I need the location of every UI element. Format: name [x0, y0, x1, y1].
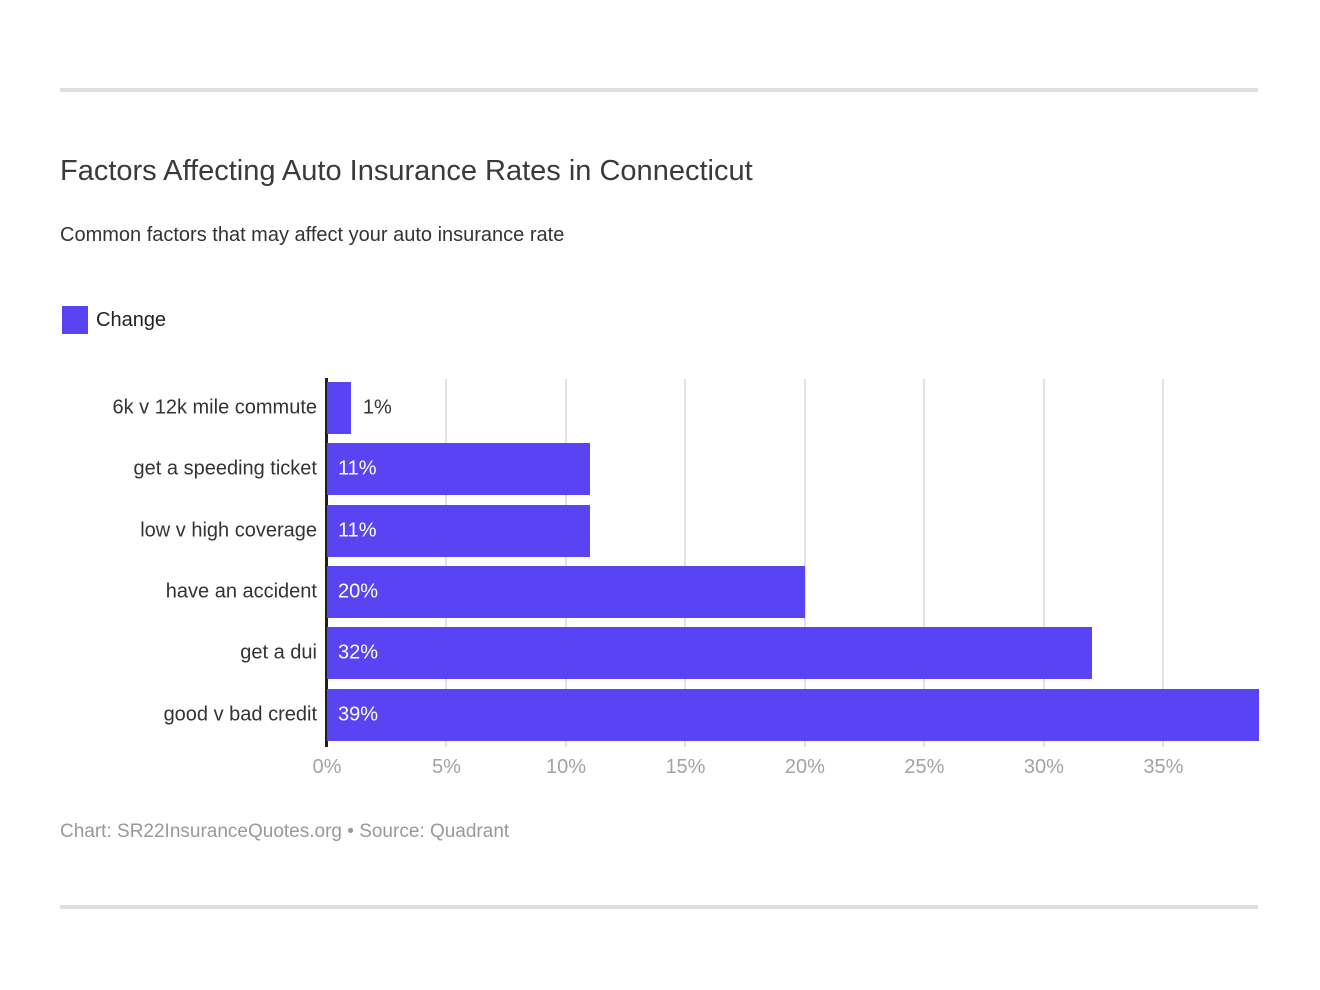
category-label: get a speeding ticket — [133, 457, 317, 480]
gridline — [684, 379, 687, 747]
bar-value-label: 32% — [338, 641, 379, 664]
category-label: have an accident — [165, 580, 317, 603]
bar-value-label: 1% — [362, 396, 392, 419]
gridline — [564, 379, 567, 747]
page-subtitle: Common factors that may affect your auto… — [60, 224, 565, 246]
x-axis-tick-label: 10% — [545, 756, 586, 778]
y-axis-category-labels: 6k v 12k mile commute get a speeding tick… — [60, 379, 317, 747]
category-label: good v bad credit — [163, 703, 317, 726]
gridline — [1162, 379, 1165, 747]
gridline — [923, 379, 926, 747]
zero-axis-line — [325, 378, 328, 747]
plot-area: 1% 11% 11% 20% 32% 39% — [325, 378, 1259, 747]
bar — [327, 443, 590, 496]
bar — [327, 688, 1259, 741]
bar — [327, 627, 1092, 680]
x-axis-tick-label: 25% — [904, 756, 945, 778]
legend: Change — [62, 306, 166, 334]
x-axis-tick-labels: 0% 5% 10% 15% 20% 25% 30% 35% — [313, 756, 1259, 782]
legend-color-swatch — [62, 306, 88, 334]
x-axis-tick-label: 20% — [784, 756, 825, 778]
category-label: get a dui — [240, 641, 317, 664]
gridline — [803, 379, 806, 747]
footer-credit: Chart: SR22InsuranceQuotes.org • Source:… — [60, 821, 510, 842]
gridline — [1042, 379, 1045, 747]
legend-label: Change — [96, 308, 167, 331]
bar — [327, 504, 590, 557]
bar-value-label: 39% — [338, 703, 379, 726]
page-title: Factors Affecting Auto Insurance Rates i… — [60, 155, 753, 187]
category-label: low v high coverage — [140, 519, 317, 542]
x-axis-tick-label: 5% — [432, 756, 461, 778]
gridline — [445, 379, 448, 747]
bottom-divider — [60, 905, 1258, 909]
bar-value-label: 11% — [338, 457, 377, 480]
x-axis-tick-label: 30% — [1023, 756, 1064, 778]
top-divider — [60, 88, 1258, 92]
bar-value-label: 11% — [338, 519, 377, 542]
bar — [327, 566, 805, 618]
x-axis-tick-label: 0% — [312, 756, 342, 778]
category-label: 6k v 12k mile commute — [112, 396, 317, 419]
bar — [327, 382, 351, 434]
bar-value-label: 20% — [338, 580, 379, 603]
x-axis-tick-label: 15% — [665, 756, 706, 778]
x-axis-tick-label: 35% — [1143, 756, 1184, 778]
